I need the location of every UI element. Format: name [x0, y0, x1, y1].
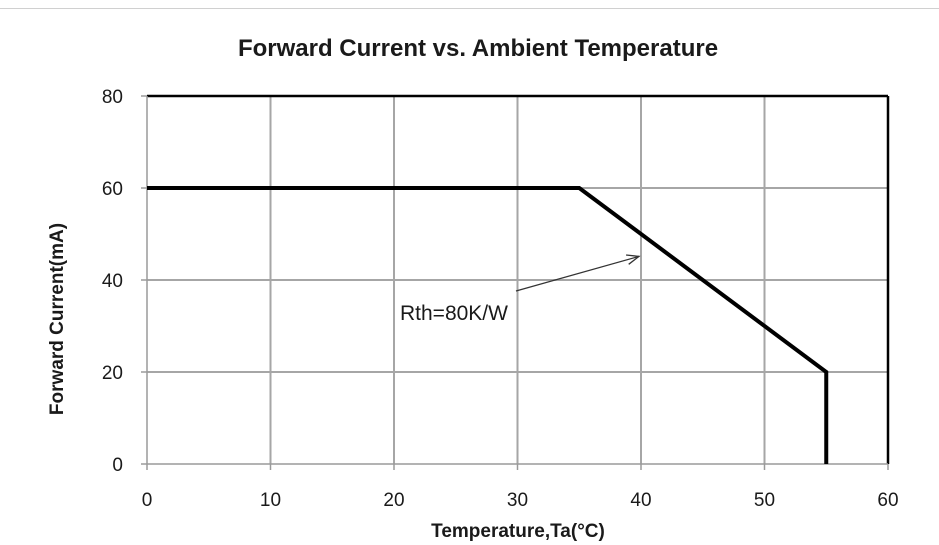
x-tick-label: 50 — [754, 490, 775, 511]
top-divider — [0, 8, 939, 9]
chart-title: Forward Current vs. Ambient Temperature — [238, 35, 718, 62]
y-axis-label: Forward Current(mA) — [47, 223, 68, 415]
y-tick-label: 60 — [102, 179, 123, 200]
x-axis-label: Temperature,Ta(°C) — [431, 521, 605, 542]
annotations: Rth=80K/W — [400, 254, 641, 325]
x-axis-ticks: 0 10 20 30 40 50 60 — [142, 464, 899, 511]
x-tick-label: 10 — [260, 490, 281, 511]
series-group — [147, 186, 829, 464]
x-tick-label: 0 — [142, 490, 153, 511]
annotation-label: Rth=80K/W — [400, 302, 508, 325]
y-tick-label: 0 — [112, 455, 123, 476]
y-tick-label: 20 — [102, 363, 123, 384]
x-tick-label: 20 — [383, 490, 404, 511]
x-tick-label: 40 — [630, 490, 651, 511]
annotation-arrow-head — [626, 254, 641, 265]
y-axis-ticks: 0 20 40 60 80 — [102, 87, 147, 476]
series-line — [147, 186, 829, 464]
annotation-arrow-line — [515, 255, 640, 292]
x-tick-label: 30 — [507, 490, 528, 511]
grid-lines — [147, 96, 888, 464]
y-tick-label: 40 — [102, 271, 123, 292]
y-tick-label: 80 — [102, 87, 123, 108]
x-tick-label: 60 — [877, 490, 898, 511]
